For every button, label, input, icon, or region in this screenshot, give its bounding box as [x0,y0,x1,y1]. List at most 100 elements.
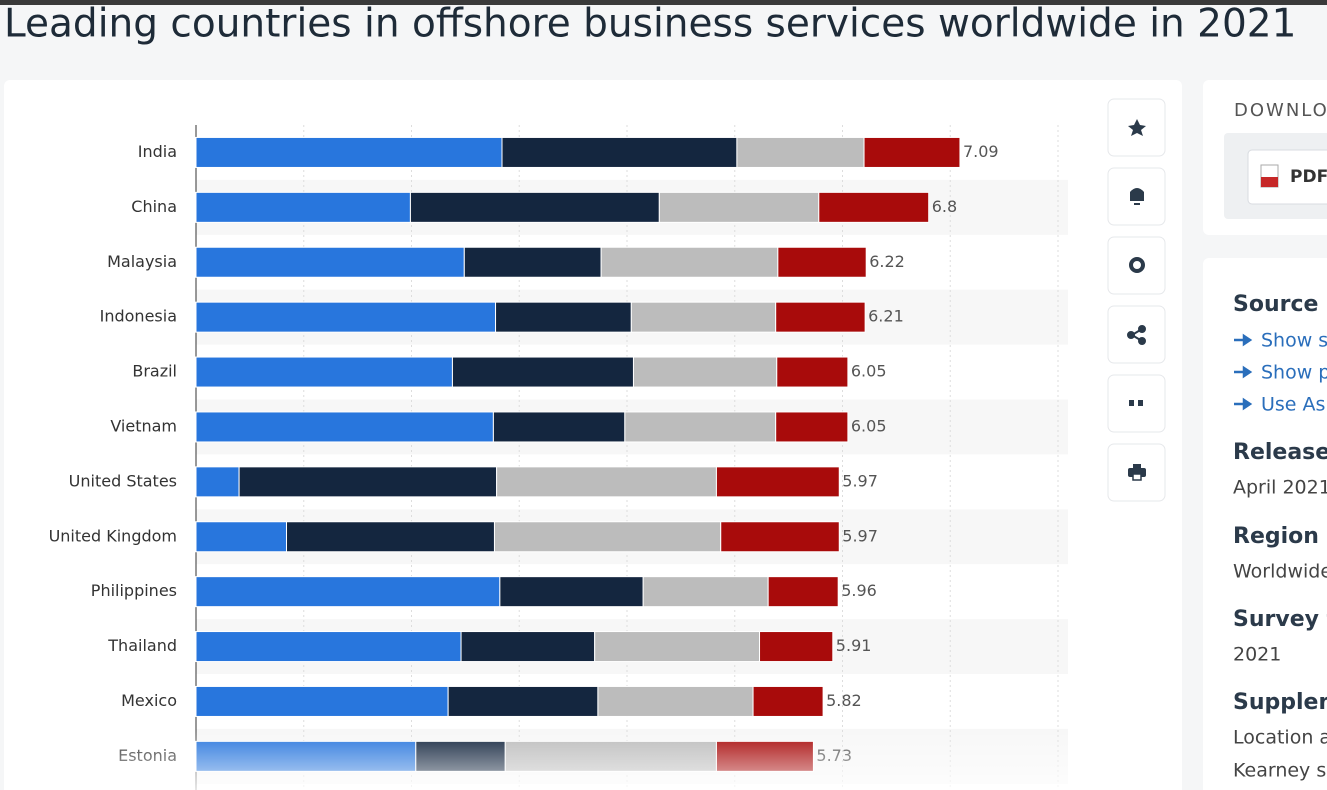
bar-segment [736,136,865,168]
bar-segment [451,356,634,388]
download-heading: DOWNLO [1234,100,1327,121]
bar-segment [195,301,497,333]
bar-segment [594,631,761,663]
bar-segment [195,685,449,717]
bar-segment [195,466,240,498]
bar-segment [767,576,839,608]
category-label: Brazil [132,362,177,381]
quote-icon [1129,400,1143,406]
bar-segment [752,685,824,717]
total-label: 7.09 [963,142,999,161]
publisher-link[interactable]: Show p [1261,362,1327,384]
release-heading: Release [1233,440,1327,465]
bar-segment [600,246,779,278]
bar-segment [715,466,840,498]
bar-segment [195,576,501,608]
bar-segment [658,191,820,223]
link-arrows [1234,333,1253,411]
share-button[interactable] [1107,305,1166,364]
top-bar [0,0,1327,5]
settings-button[interactable] [1107,236,1166,295]
bar-segment [720,521,840,553]
bar-segment [195,411,494,443]
bell-icon [1130,188,1144,205]
region-value: Worldwide [1233,561,1327,583]
bar-segment [863,136,961,168]
bar-segment [492,411,626,443]
survey-heading: Survey t [1233,607,1327,632]
bar-segment [775,411,849,443]
ask-link[interactable]: Use Ask [1261,394,1327,416]
bar-segment [286,521,495,553]
bar-segment [818,191,930,223]
share-icon [1127,325,1146,345]
bar-segment [195,631,462,663]
bar-segment [195,191,411,223]
bar-segment [775,301,866,333]
bar-segment [447,685,599,717]
bar-segment [642,576,769,608]
category-label: Vietnam [110,416,177,435]
supplement-line: Location a [1233,727,1327,749]
gear-icon [1129,257,1145,273]
total-label: 5.91 [836,636,872,655]
source-link[interactable]: Show s [1261,330,1327,352]
category-label: Malaysia [107,252,177,271]
category-label: Indonesia [100,307,177,326]
print-icon [1128,464,1146,481]
bar-segment [632,356,778,388]
bar-segment [195,356,453,388]
page-title: Leading countries in offshore business s… [4,2,1296,47]
survey-value: 2021 [1233,644,1281,666]
bar-segment [776,356,849,388]
category-label: Philippines [91,581,177,600]
bar-segment [195,136,503,168]
bar-segment [460,631,596,663]
star-icon [1128,119,1146,136]
bar-segment [630,301,777,333]
bar-segment [195,521,288,553]
pdf-icon-band [1261,177,1278,187]
total-label: 5.97 [842,526,878,545]
bar-segment [463,246,602,278]
supplement-heading: Supplem [1233,690,1327,715]
total-label: 6.05 [851,362,887,381]
bar-segment [495,301,632,333]
category-label: Mexico [121,691,177,710]
bar-segment [409,191,660,223]
category-label: India [138,142,177,161]
bar-segment [499,576,644,608]
total-label: 5.97 [842,471,878,490]
cite-button[interactable] [1107,374,1166,433]
bar-segment [238,466,498,498]
bar-segment [624,411,777,443]
bar-segment [195,246,465,278]
source-heading: Source [1233,292,1318,317]
total-label: 6.22 [869,252,905,271]
fade-overlay [4,730,1104,790]
total-label: 6.8 [932,197,957,216]
bar-segment [597,685,754,717]
bar-segment [759,631,834,663]
total-label: 5.82 [826,691,862,710]
category-label: United States [69,471,177,490]
bar-segment [496,466,717,498]
bar-segment [501,136,738,168]
category-label: United Kingdom [49,526,177,545]
category-label: China [131,197,177,216]
total-label: 6.21 [868,307,904,326]
release-value: April 2021 [1233,477,1327,499]
supplement-line: Kearney s [1233,760,1326,782]
info-card [1203,258,1327,790]
tool-buttons [1107,98,1166,502]
total-label: 6.05 [851,416,887,435]
region-heading: Region [1233,524,1319,549]
pdf-button[interactable] [1247,149,1327,205]
bar-segment [777,246,867,278]
category-label: Thailand [107,636,177,655]
pdf-label: PDF [1290,167,1327,187]
bar-segment [493,521,722,553]
total-label: 5.96 [841,581,877,600]
